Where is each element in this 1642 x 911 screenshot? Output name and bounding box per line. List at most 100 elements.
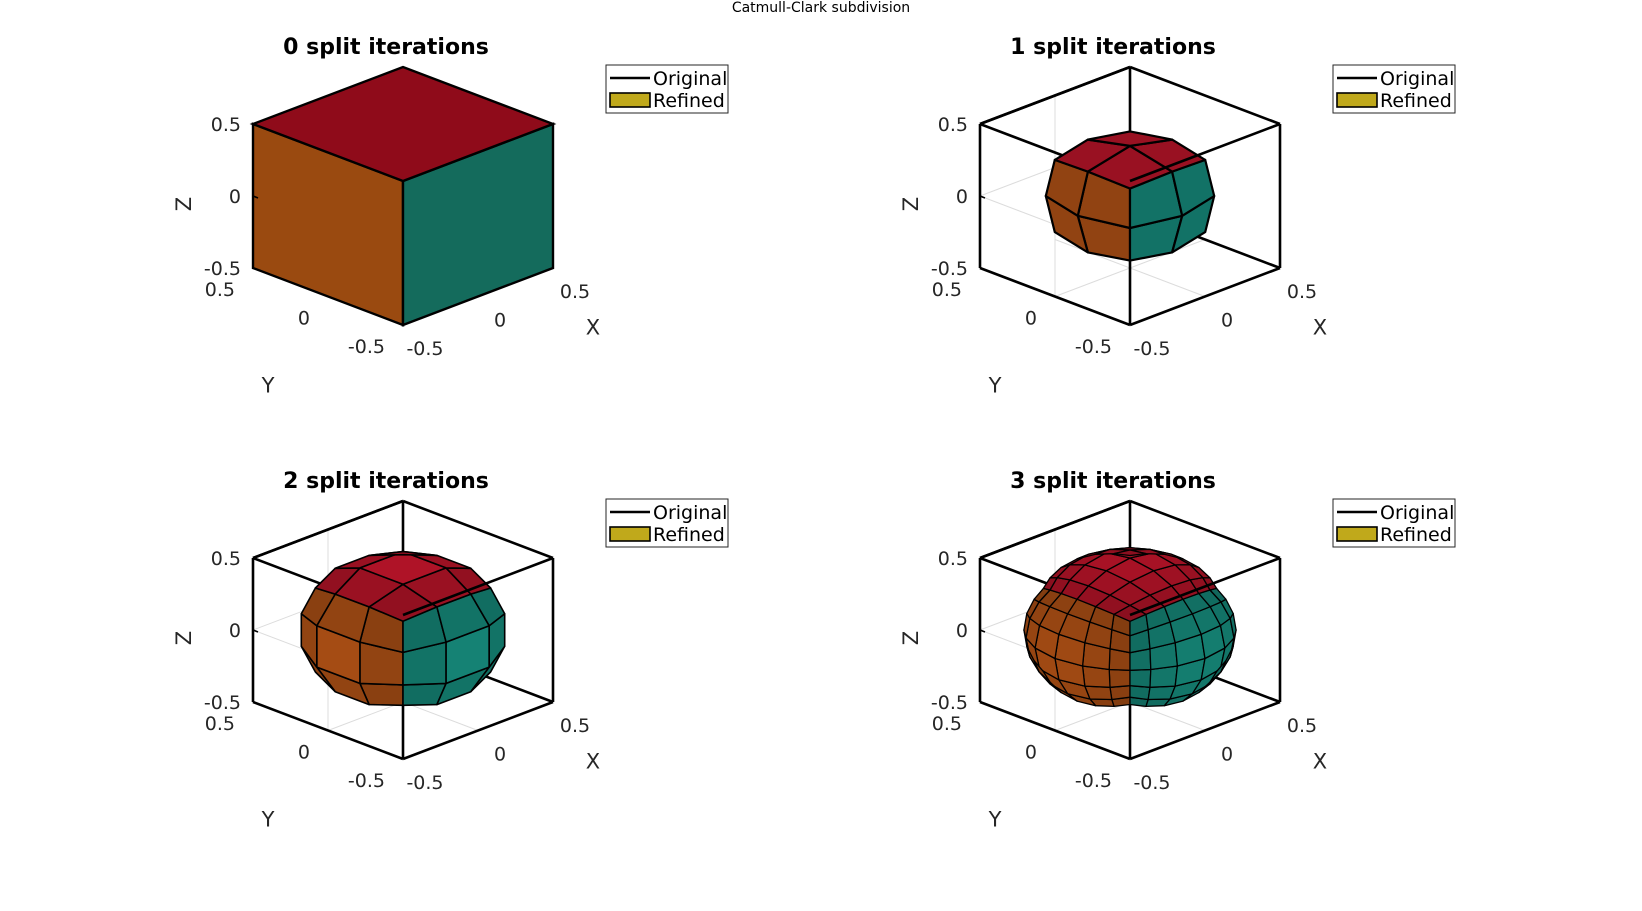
surface-patch bbox=[1129, 685, 1151, 701]
y-tick-label: 0.5 bbox=[932, 279, 962, 301]
z-tick-label: -0.5 bbox=[931, 692, 968, 714]
x-tick-label: 0 bbox=[1221, 310, 1233, 332]
z-tick-mark bbox=[979, 557, 986, 561]
axis-box-edge bbox=[979, 65, 1131, 126]
z-tick-label: -0.5 bbox=[931, 258, 968, 280]
tick-labels: 0.50-0.50.50-0.5 -0.500.5 bbox=[931, 114, 1317, 360]
x-tick-label: -0.5 bbox=[1133, 772, 1170, 794]
x-tick-label: 0.5 bbox=[560, 281, 590, 303]
y-axis-label: Y bbox=[988, 374, 1002, 398]
axis-box-edge bbox=[979, 266, 1131, 327]
z-tick-label: 0.5 bbox=[938, 548, 968, 570]
x-tick-label: 0.5 bbox=[560, 715, 590, 737]
surface-top bbox=[1053, 130, 1207, 190]
y-tick-label: 0.5 bbox=[205, 279, 235, 301]
y-tick-label: 0.5 bbox=[205, 713, 235, 735]
axis-box-edge bbox=[1129, 65, 1281, 126]
legend-original-label: Original bbox=[653, 68, 727, 90]
z-tick-label: 0.5 bbox=[211, 548, 241, 570]
legend-refined-label: Refined bbox=[1380, 90, 1452, 112]
z-axis-label: Z bbox=[172, 631, 196, 645]
legend-refined-label: Refined bbox=[653, 524, 725, 546]
z-axis-label: Z bbox=[172, 197, 196, 211]
surface-patch bbox=[1109, 685, 1131, 701]
legend-refined-swatch bbox=[1336, 92, 1378, 108]
legend-refined-label: Refined bbox=[1380, 524, 1452, 546]
y-tick-label: 0 bbox=[298, 308, 310, 330]
y-tick-label: 0 bbox=[1025, 308, 1037, 330]
x-tick-label: -0.5 bbox=[1133, 338, 1170, 360]
axis-box-edge bbox=[1129, 499, 1281, 560]
axis-box-edge bbox=[252, 700, 404, 761]
y-tick-label: -0.5 bbox=[1075, 770, 1112, 792]
x-tick-label: 0 bbox=[494, 744, 506, 766]
z-tick-label: 0 bbox=[229, 186, 241, 208]
subplot-title: 1 split iterations bbox=[1010, 35, 1216, 60]
subplot-3-split: 0.5 0 -0.5 0.5 0 -0.5 -0.5 0 0.5 Z Y X 3 split itera… bbox=[727, 454, 1548, 887]
legend-original-label: Original bbox=[653, 502, 727, 524]
subplot-2-split: 0.5 0 -0.5 0.5 0 -0.5 -0.5 0 0.5 Z Y X 2 split itera… bbox=[0, 454, 821, 887]
tick-labels: 0.50-0.50.50-0.5 -0.500.5 bbox=[204, 114, 590, 360]
x-axis-label: X bbox=[586, 316, 600, 340]
subplot-title: 3 split iterations bbox=[1010, 469, 1216, 494]
x-axis-label: X bbox=[1313, 750, 1327, 774]
axis-box-edge bbox=[252, 499, 404, 560]
y-axis-label: Y bbox=[261, 808, 275, 832]
surface-patch bbox=[1129, 668, 1152, 688]
surface-patch bbox=[368, 550, 438, 557]
z-tick-mark bbox=[979, 267, 986, 271]
z-tick-mark bbox=[252, 629, 259, 633]
axis-box-edge bbox=[979, 700, 1131, 761]
y-tick-label: -0.5 bbox=[348, 336, 385, 358]
cube-face-top bbox=[249, 65, 557, 183]
surface-patch bbox=[1108, 668, 1131, 688]
axis-box-edge bbox=[1129, 122, 1281, 183]
z-tick-label: -0.5 bbox=[204, 692, 241, 714]
axis-box-edge bbox=[1129, 700, 1281, 761]
z-axis-label: Z bbox=[899, 631, 923, 645]
axis-box-edge bbox=[979, 499, 1131, 560]
axis-box-edge bbox=[402, 556, 554, 617]
surface-front bbox=[1129, 587, 1237, 708]
subplot-title: 0 split iterations bbox=[283, 35, 489, 60]
z-tick-mark bbox=[252, 195, 259, 199]
z-axis-label: Z bbox=[899, 197, 923, 211]
x-tick-label: -0.5 bbox=[406, 338, 443, 360]
surface-top bbox=[1042, 547, 1218, 622]
y-tick-label: 0 bbox=[298, 742, 310, 764]
x-tick-label: 0.5 bbox=[1287, 715, 1317, 737]
y-tick-label: -0.5 bbox=[348, 770, 385, 792]
tick-labels: 0.50-0.50.50-0.5 -0.500.5 bbox=[931, 548, 1317, 794]
z-tick-mark bbox=[252, 123, 259, 127]
z-tick-label: 0.5 bbox=[938, 114, 968, 136]
z-tick-mark bbox=[252, 557, 259, 561]
surface-left bbox=[1023, 587, 1131, 708]
y-axis-label: Y bbox=[988, 808, 1002, 832]
axis-box-edge bbox=[402, 499, 554, 560]
subplot-0-split: 0.5 0 -0.5 0.5 0 -0.5 -0.5 0 0.5 Z Y X 0 split itera… bbox=[0, 20, 821, 453]
x-tick-label: 0 bbox=[1221, 744, 1233, 766]
legend-refined-swatch bbox=[609, 92, 651, 108]
z-tick-label: -0.5 bbox=[204, 258, 241, 280]
y-tick-label: 0.5 bbox=[932, 713, 962, 735]
y-tick-label: -0.5 bbox=[1075, 336, 1112, 358]
y-axis-label: Y bbox=[261, 374, 275, 398]
surface-patch bbox=[1086, 130, 1174, 148]
legend-refined-swatch bbox=[609, 526, 651, 542]
z-tick-mark bbox=[252, 267, 259, 271]
legend-refined-label: Refined bbox=[653, 90, 725, 112]
axis-box-edge bbox=[1129, 266, 1281, 327]
axis-box-edge bbox=[1129, 556, 1281, 617]
z-tick-mark bbox=[979, 195, 986, 199]
surface-patch bbox=[1113, 549, 1147, 557]
x-tick-label: 0 bbox=[494, 310, 506, 332]
z-tick-mark bbox=[979, 123, 986, 127]
z-tick-label: 0 bbox=[956, 186, 968, 208]
